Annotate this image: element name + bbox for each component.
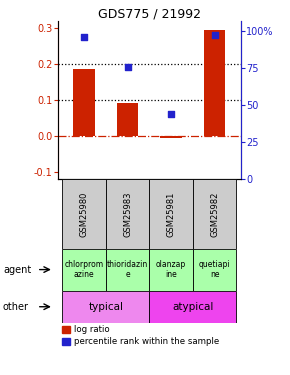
Text: olanzap
ine: olanzap ine (156, 260, 186, 279)
Point (82, 34, 86, 40)
Bar (204, 30, 225, 136)
Text: quetiapi
ne: quetiapi ne (199, 260, 231, 279)
Text: chlorprom
azine: chlorprom azine (65, 260, 104, 279)
Text: GSM25980: GSM25980 (79, 191, 89, 237)
Bar (73, 69, 95, 136)
Bar (193, 179, 236, 249)
Text: typical: typical (88, 302, 123, 312)
Text: thioridazin
e: thioridazin e (107, 260, 148, 279)
Text: GSM25982: GSM25982 (210, 191, 219, 237)
Bar (149, 179, 193, 249)
Bar (62, 249, 106, 291)
Point (212, 33, 217, 39)
Bar (160, 136, 182, 138)
Text: GSM25981: GSM25981 (166, 191, 176, 237)
Title: GDS775 / 21992: GDS775 / 21992 (98, 8, 201, 21)
Bar (62, 291, 149, 323)
Bar (117, 104, 138, 136)
Text: agent: agent (3, 265, 31, 274)
Bar (149, 249, 193, 291)
Point (125, 63, 130, 69)
Bar (193, 249, 236, 291)
Bar (62, 179, 106, 249)
Point (169, 111, 173, 117)
Text: GSM25983: GSM25983 (123, 191, 132, 237)
Legend: log ratio, percentile rank within the sample: log ratio, percentile rank within the sa… (62, 325, 219, 346)
Bar (106, 179, 149, 249)
Text: atypical: atypical (172, 302, 213, 312)
Text: other: other (3, 302, 29, 312)
Bar (106, 249, 149, 291)
Bar (149, 291, 236, 323)
